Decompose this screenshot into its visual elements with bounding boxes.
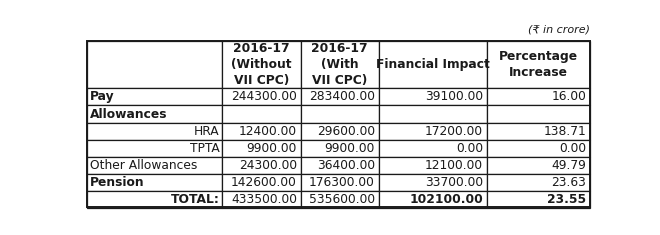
Bar bbox=[222, 140, 300, 157]
Text: 176300.00: 176300.00 bbox=[309, 176, 375, 189]
Bar bbox=[86, 140, 222, 157]
Bar bbox=[300, 140, 379, 157]
Bar bbox=[379, 41, 486, 88]
Bar bbox=[300, 157, 379, 174]
Text: 0.00: 0.00 bbox=[559, 142, 586, 155]
Text: 0.00: 0.00 bbox=[456, 142, 483, 155]
Bar bbox=[486, 88, 590, 106]
Bar bbox=[486, 140, 590, 157]
Text: 12400.00: 12400.00 bbox=[239, 125, 297, 138]
Text: Percentage
Increase: Percentage Increase bbox=[499, 50, 578, 79]
Text: Pension: Pension bbox=[90, 176, 145, 189]
Bar bbox=[300, 174, 379, 191]
Text: 12100.00: 12100.00 bbox=[425, 159, 483, 172]
Bar bbox=[300, 191, 379, 208]
Bar bbox=[379, 88, 486, 106]
Text: 283400.00: 283400.00 bbox=[309, 90, 375, 103]
Text: 33700.00: 33700.00 bbox=[425, 176, 483, 189]
Text: 23.55: 23.55 bbox=[547, 193, 586, 206]
Bar bbox=[300, 41, 379, 88]
Bar bbox=[222, 106, 300, 123]
Bar bbox=[379, 174, 486, 191]
Bar bbox=[379, 123, 486, 140]
Bar bbox=[222, 41, 300, 88]
Bar bbox=[379, 140, 486, 157]
Bar bbox=[486, 174, 590, 191]
Bar bbox=[222, 191, 300, 208]
Text: 39100.00: 39100.00 bbox=[425, 90, 483, 103]
Bar bbox=[222, 88, 300, 106]
Bar bbox=[222, 123, 300, 140]
Bar bbox=[300, 88, 379, 106]
Bar bbox=[379, 157, 486, 174]
Text: 2016-17
(Without
VII CPC): 2016-17 (Without VII CPC) bbox=[231, 42, 292, 87]
Bar bbox=[86, 88, 222, 106]
Bar bbox=[222, 174, 300, 191]
Bar bbox=[486, 106, 590, 123]
Text: 17200.00: 17200.00 bbox=[425, 125, 483, 138]
Text: 49.79: 49.79 bbox=[552, 159, 586, 172]
Bar bbox=[86, 41, 222, 88]
Text: 138.71: 138.71 bbox=[544, 125, 586, 138]
Text: 535600.00: 535600.00 bbox=[309, 193, 375, 206]
Text: 9900.00: 9900.00 bbox=[325, 142, 375, 155]
Bar bbox=[486, 191, 590, 208]
Bar bbox=[379, 106, 486, 123]
Text: 24300.00: 24300.00 bbox=[239, 159, 297, 172]
Text: 142600.00: 142600.00 bbox=[231, 176, 297, 189]
Bar bbox=[486, 123, 590, 140]
Bar bbox=[86, 123, 222, 140]
Bar bbox=[86, 106, 222, 123]
Text: Allowances: Allowances bbox=[90, 108, 167, 121]
Text: (₹ in crore): (₹ in crore) bbox=[528, 24, 590, 35]
Text: Pay: Pay bbox=[90, 90, 114, 103]
Text: Financial Impact: Financial Impact bbox=[376, 58, 490, 71]
Text: 2016-17
(With
VII CPC): 2016-17 (With VII CPC) bbox=[312, 42, 368, 87]
Bar bbox=[486, 157, 590, 174]
Bar bbox=[222, 157, 300, 174]
Bar bbox=[86, 191, 222, 208]
Text: Other Allowances: Other Allowances bbox=[90, 159, 197, 172]
Text: TPTA: TPTA bbox=[189, 142, 219, 155]
Text: 9900.00: 9900.00 bbox=[247, 142, 297, 155]
Bar bbox=[486, 41, 590, 88]
Bar bbox=[300, 106, 379, 123]
Text: 102100.00: 102100.00 bbox=[409, 193, 483, 206]
Bar bbox=[300, 123, 379, 140]
Text: 244300.00: 244300.00 bbox=[231, 90, 297, 103]
Text: TOTAL:: TOTAL: bbox=[170, 193, 219, 206]
Text: 23.63: 23.63 bbox=[552, 176, 586, 189]
Bar bbox=[86, 174, 222, 191]
Text: 36400.00: 36400.00 bbox=[317, 159, 375, 172]
Bar bbox=[86, 157, 222, 174]
Text: HRA: HRA bbox=[194, 125, 219, 138]
Text: 433500.00: 433500.00 bbox=[231, 193, 297, 206]
Text: 29600.00: 29600.00 bbox=[317, 125, 375, 138]
Bar bbox=[379, 191, 486, 208]
Text: 16.00: 16.00 bbox=[552, 90, 586, 103]
